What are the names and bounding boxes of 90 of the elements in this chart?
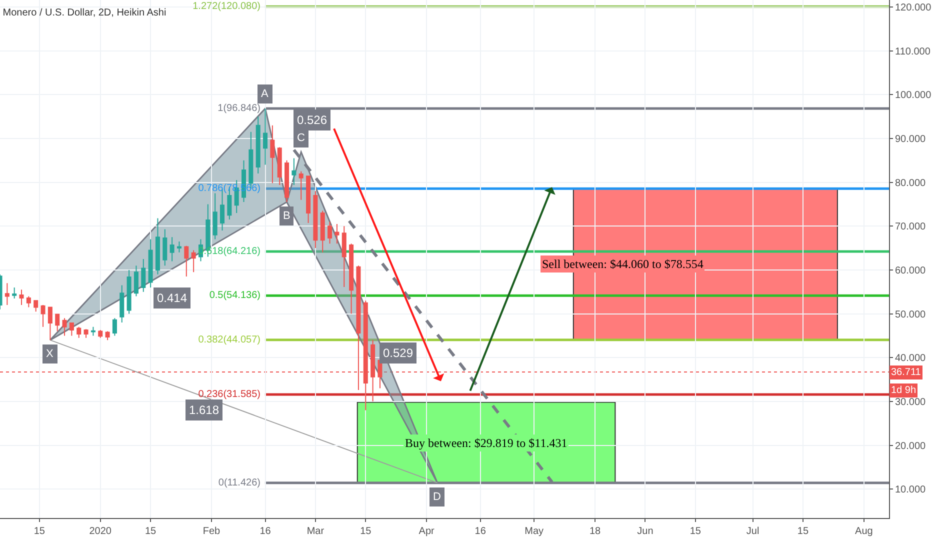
ref-line-label: 1(96.846) <box>218 102 260 114</box>
y-tick-label: 120.000 <box>895 2 932 14</box>
y-tick-label: 10.000 <box>895 484 926 496</box>
candlestick <box>349 243 354 314</box>
candlestick <box>141 258 146 292</box>
candlestick <box>320 210 325 253</box>
x-tick-label: Mar <box>306 526 325 537</box>
candlestick <box>126 269 132 314</box>
candlestick <box>40 304 46 328</box>
candlestick <box>62 318 67 336</box>
candlestick <box>48 306 52 341</box>
candlestick <box>277 146 282 186</box>
candlestick <box>34 300 38 312</box>
candlestick <box>256 116 260 174</box>
candlestick <box>90 326 96 336</box>
candlestick <box>328 221 332 244</box>
x-tick-label: Jun <box>637 526 654 537</box>
y-tick-label: 60.000 <box>895 265 926 276</box>
candlestick <box>176 240 182 253</box>
candlestick <box>26 296 31 308</box>
candlestick <box>105 330 110 341</box>
candlestick <box>212 192 218 240</box>
candlestick <box>263 108 268 166</box>
candlestick <box>184 245 189 278</box>
candlestick <box>112 318 117 336</box>
annotation: D <box>433 491 441 503</box>
y-tick-label: 40.000 <box>895 353 926 364</box>
annotation: 1.618 <box>189 403 220 417</box>
annotation: 0.526 <box>297 113 328 127</box>
ref-line-label: 0(11.426) <box>218 477 260 488</box>
annotation: A <box>261 88 269 100</box>
x-tick-label: 15 <box>690 526 702 537</box>
candlestick <box>284 160 290 203</box>
candlestick <box>306 175 311 224</box>
annotation: X <box>46 348 54 360</box>
text: Monero / U.S. Dollar, 2D, Heikin Ashi <box>2 7 166 18</box>
ref-line-label: 0.236(31.585) <box>198 388 260 400</box>
annotation: C <box>297 132 305 144</box>
candlestick <box>69 322 74 336</box>
y-tick-label: 100.000 <box>895 90 932 102</box>
band-label: Sell between: $44.060 to $78.554 <box>542 257 704 271</box>
y-tick-label: 30.000 <box>895 396 926 408</box>
x-tick-label: Jul <box>746 526 760 537</box>
candlestick <box>170 236 174 262</box>
candlestick <box>298 170 304 200</box>
y-tick-label: 90.000 <box>895 134 926 145</box>
x-tick-label: 15 <box>34 526 46 537</box>
candlestick <box>19 289 24 306</box>
candlestick <box>120 284 124 324</box>
x-tick-label: 15 <box>797 526 809 537</box>
y-tick-label: 50.000 <box>895 309 926 320</box>
y-tick-label: 110.000 <box>895 46 931 58</box>
candlestick <box>98 329 103 338</box>
y-tick-label: 80.000 <box>895 178 926 189</box>
candlestick <box>76 326 82 338</box>
candlestick <box>148 238 153 288</box>
y-tick-label: 70.000 <box>895 222 926 233</box>
candlestick <box>84 328 88 338</box>
candlestick <box>4 282 10 306</box>
x-tick-label: 16 <box>474 526 486 537</box>
candlestick <box>292 158 296 186</box>
candlestick <box>162 228 168 266</box>
candlestick <box>342 226 346 288</box>
x-tick-label: May <box>524 526 544 537</box>
candlestick <box>270 124 275 184</box>
x-tick-label: Apr <box>418 526 436 537</box>
text: 1d 9h <box>891 385 916 396</box>
x-tick-label: 2020 <box>89 526 112 537</box>
candlestick <box>313 190 318 249</box>
candlestick <box>134 265 138 297</box>
ref-line-label: 36.711 <box>891 367 922 378</box>
annotation: 0.414 <box>157 291 188 305</box>
y-tick-label: 20.000 <box>895 440 926 452</box>
x-tick-label: 18 <box>589 526 602 537</box>
candlestick <box>12 286 17 299</box>
candlestick <box>191 250 196 273</box>
candlestick <box>155 218 160 275</box>
ref-line-label: 0.5(54.136) <box>209 290 260 302</box>
x-tick-label: 16 <box>260 526 272 537</box>
ref-line-label: 1.272(120.080) <box>192 1 260 12</box>
candlestick <box>55 313 60 332</box>
x-tick-label: 15 <box>360 526 372 537</box>
x-tick-label: Feb <box>202 526 221 537</box>
annotation: B <box>283 210 290 222</box>
ref-line-label: 0.382(44.057) <box>198 334 260 346</box>
annotation: 0.529 <box>383 346 414 360</box>
candlestick <box>334 223 340 244</box>
band-label: Buy between: $29.819 to $11.431 <box>405 436 568 450</box>
x-tick-label: 15 <box>144 526 157 537</box>
x-tick-label: Aug <box>855 526 873 537</box>
